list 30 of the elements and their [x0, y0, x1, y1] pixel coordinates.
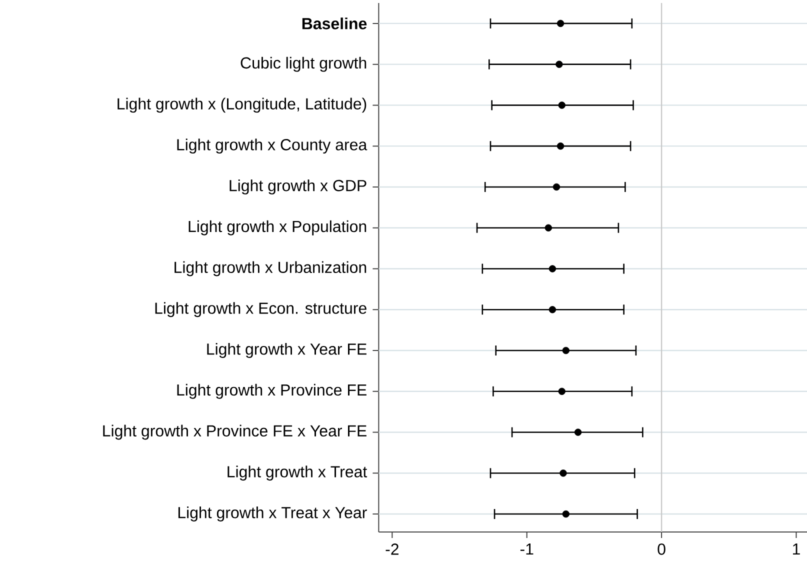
point [558, 102, 566, 109]
y-tick-label: Light growth x Urbanization [174, 261, 366, 276]
point [556, 142, 564, 150]
point [562, 346, 570, 354]
y-tick-label: Light growth x Year FE [207, 343, 366, 358]
point [544, 224, 552, 232]
point [558, 388, 566, 395]
y-tick-label: Light growth x County area [177, 138, 368, 154]
point [556, 60, 563, 68]
y-tick-label: Light growth x Population [188, 220, 366, 236]
x-tick-label: -2 [386, 544, 398, 555]
y-tick-label: Light growth x (Longitude, Latitude) [118, 98, 366, 113]
y-tick-label: Light growth x Province FE [177, 384, 366, 399]
y-tick-label: Light growth x Econ. structure [155, 302, 366, 318]
point [552, 183, 560, 191]
point [548, 265, 556, 272]
y-tick-label: Light growth x Treat x Year [178, 506, 367, 522]
x-tick-label: 0 [658, 544, 666, 555]
point [560, 470, 567, 477]
point [556, 20, 564, 28]
point [562, 510, 570, 518]
y-tick-label: Light growth x Treat [228, 466, 368, 481]
x-tick-label: 1 [793, 544, 800, 555]
y-tick-label: Baseline [302, 18, 367, 30]
point [574, 428, 582, 436]
y-tick-label: Cubic light growth [240, 56, 366, 72]
y-tick-label: Light growth x GDP [230, 180, 366, 194]
x-tick-label: -1 [520, 544, 534, 555]
point [548, 306, 556, 314]
y-tick-label: Light growth x Province FE x Year FE [103, 424, 366, 440]
